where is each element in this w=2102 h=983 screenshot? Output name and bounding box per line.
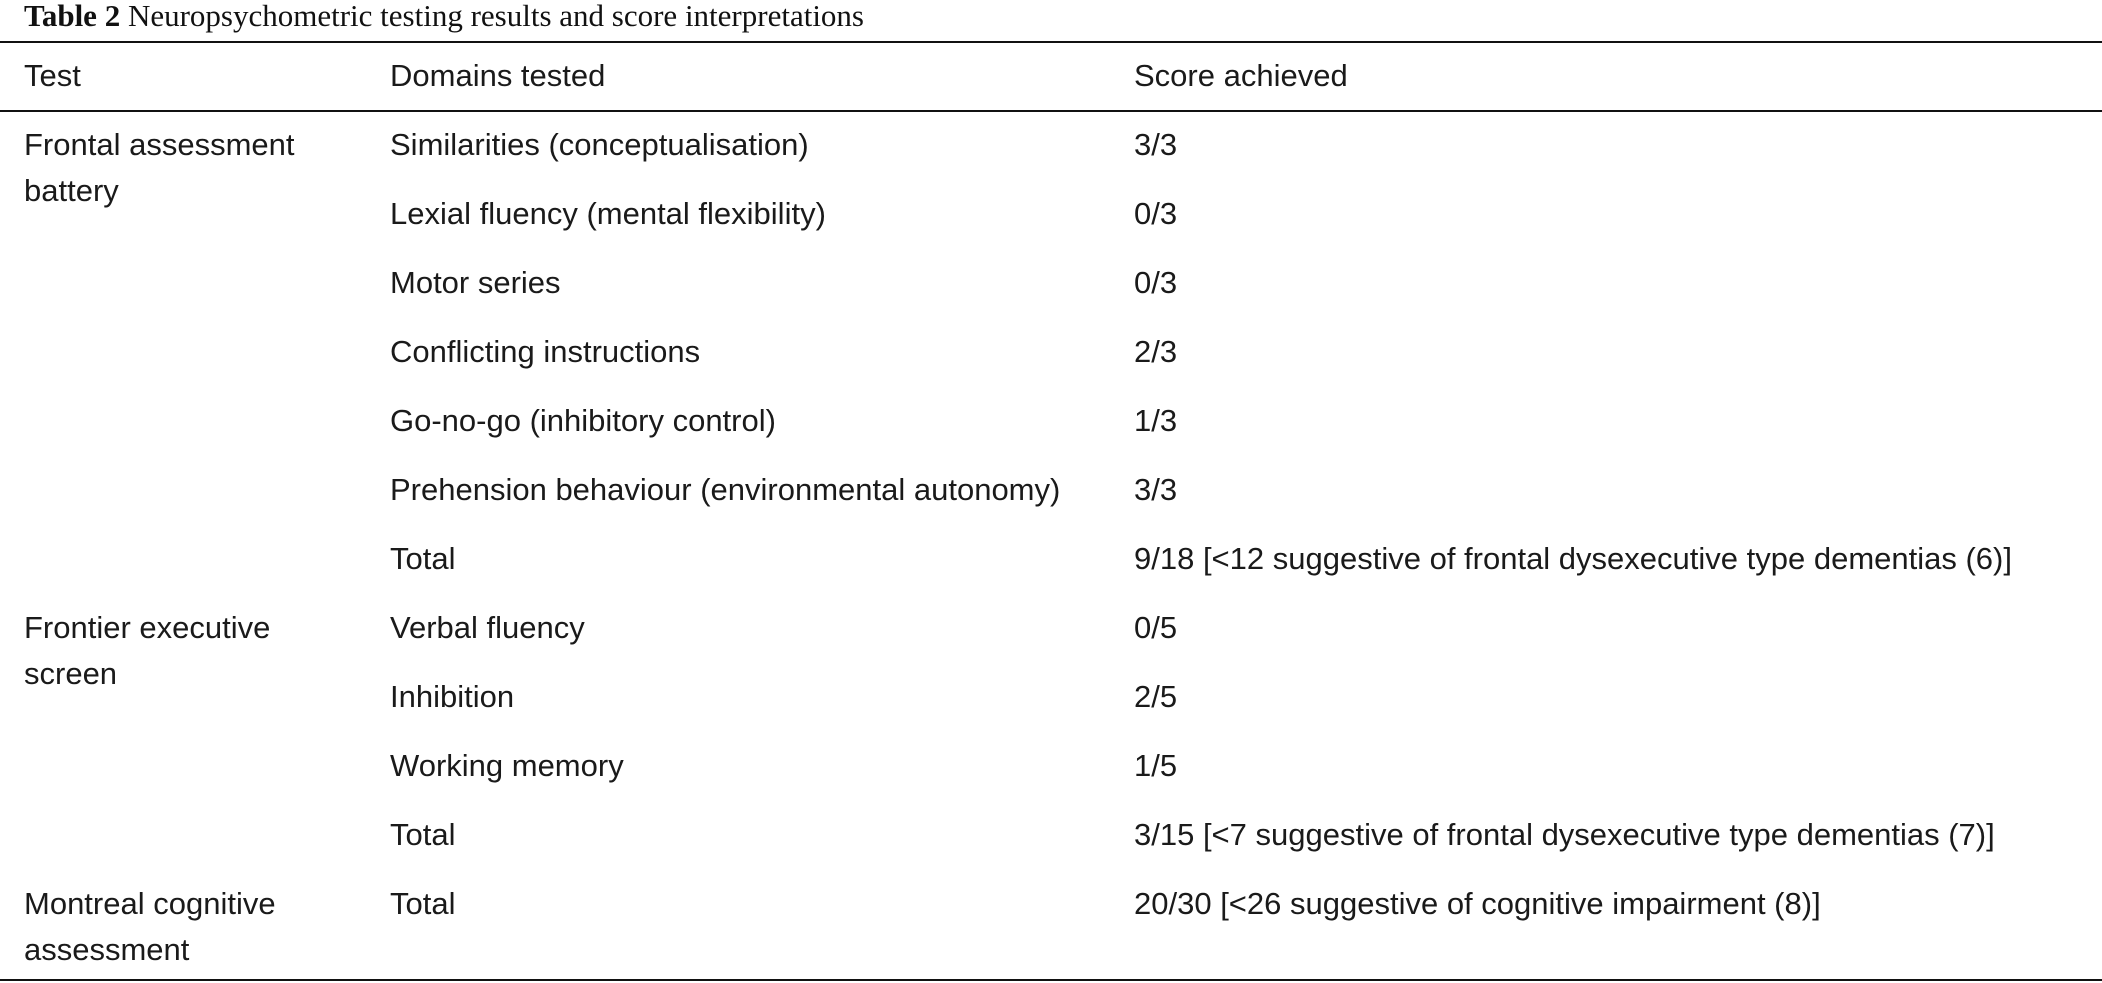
domain-cell: Total (390, 886, 456, 921)
score-cell: 0/3 (1134, 265, 1178, 300)
score-cell: 0/5 (1134, 610, 1178, 645)
score-cell: 3/3 (1134, 127, 1178, 162)
score-cell: 0/3 (1134, 196, 1178, 231)
header-test: Test (24, 58, 81, 93)
domain-cell: Total (390, 817, 456, 852)
domain-cell: Motor series (390, 265, 561, 300)
domain-cell: Inhibition (390, 679, 515, 714)
test-name-montreal-line2: assessment (24, 932, 190, 967)
domain-cell: Lexial fluency (mental flexibility) (390, 196, 826, 231)
domain-cell: Prehension behaviour (environmental auto… (390, 472, 1061, 507)
score-cell: 9/18 [<12 suggestive of frontal dysexecu… (1134, 541, 2012, 576)
domain-cell: Similarities (conceptualisation) (390, 127, 809, 162)
score-cell: 3/3 (1134, 472, 1178, 507)
score-cell: 1/5 (1134, 748, 1178, 783)
header-rule (0, 110, 2102, 112)
bottom-rule (0, 979, 2102, 981)
table-caption-label: Table 2 (24, 0, 121, 33)
header-score: Score achieved (1134, 58, 1348, 93)
top-rule (0, 41, 2102, 43)
test-name-frontal-line2: battery (24, 173, 119, 208)
domain-cell: Go-no-go (inhibitory control) (390, 403, 776, 438)
header-domains: Domains tested (390, 58, 606, 93)
domain-cell: Verbal fluency (390, 610, 585, 645)
table-caption: Table 2 Neuropsychometric testing result… (24, 0, 864, 32)
domain-cell: Conflicting instructions (390, 334, 701, 369)
test-name-montreal-line1: Montreal cognitive (24, 886, 276, 921)
score-cell: 3/15 [<7 suggestive of frontal dysexecut… (1134, 817, 1995, 852)
score-cell: 1/3 (1134, 403, 1178, 438)
test-name-frontal-line1: Frontal assessment (24, 127, 295, 162)
score-cell: 20/30 [<26 suggestive of cognitive impai… (1134, 886, 1821, 921)
domain-cell: Working memory (390, 748, 624, 783)
table-caption-title: Neuropsychometric testing results and sc… (127, 0, 864, 33)
score-cell: 2/3 (1134, 334, 1178, 369)
test-name-frontier-line2: screen (24, 656, 118, 691)
test-name-frontier-line1: Frontier executive (24, 610, 271, 645)
domain-cell: Total (390, 541, 456, 576)
score-cell: 2/5 (1134, 679, 1178, 714)
